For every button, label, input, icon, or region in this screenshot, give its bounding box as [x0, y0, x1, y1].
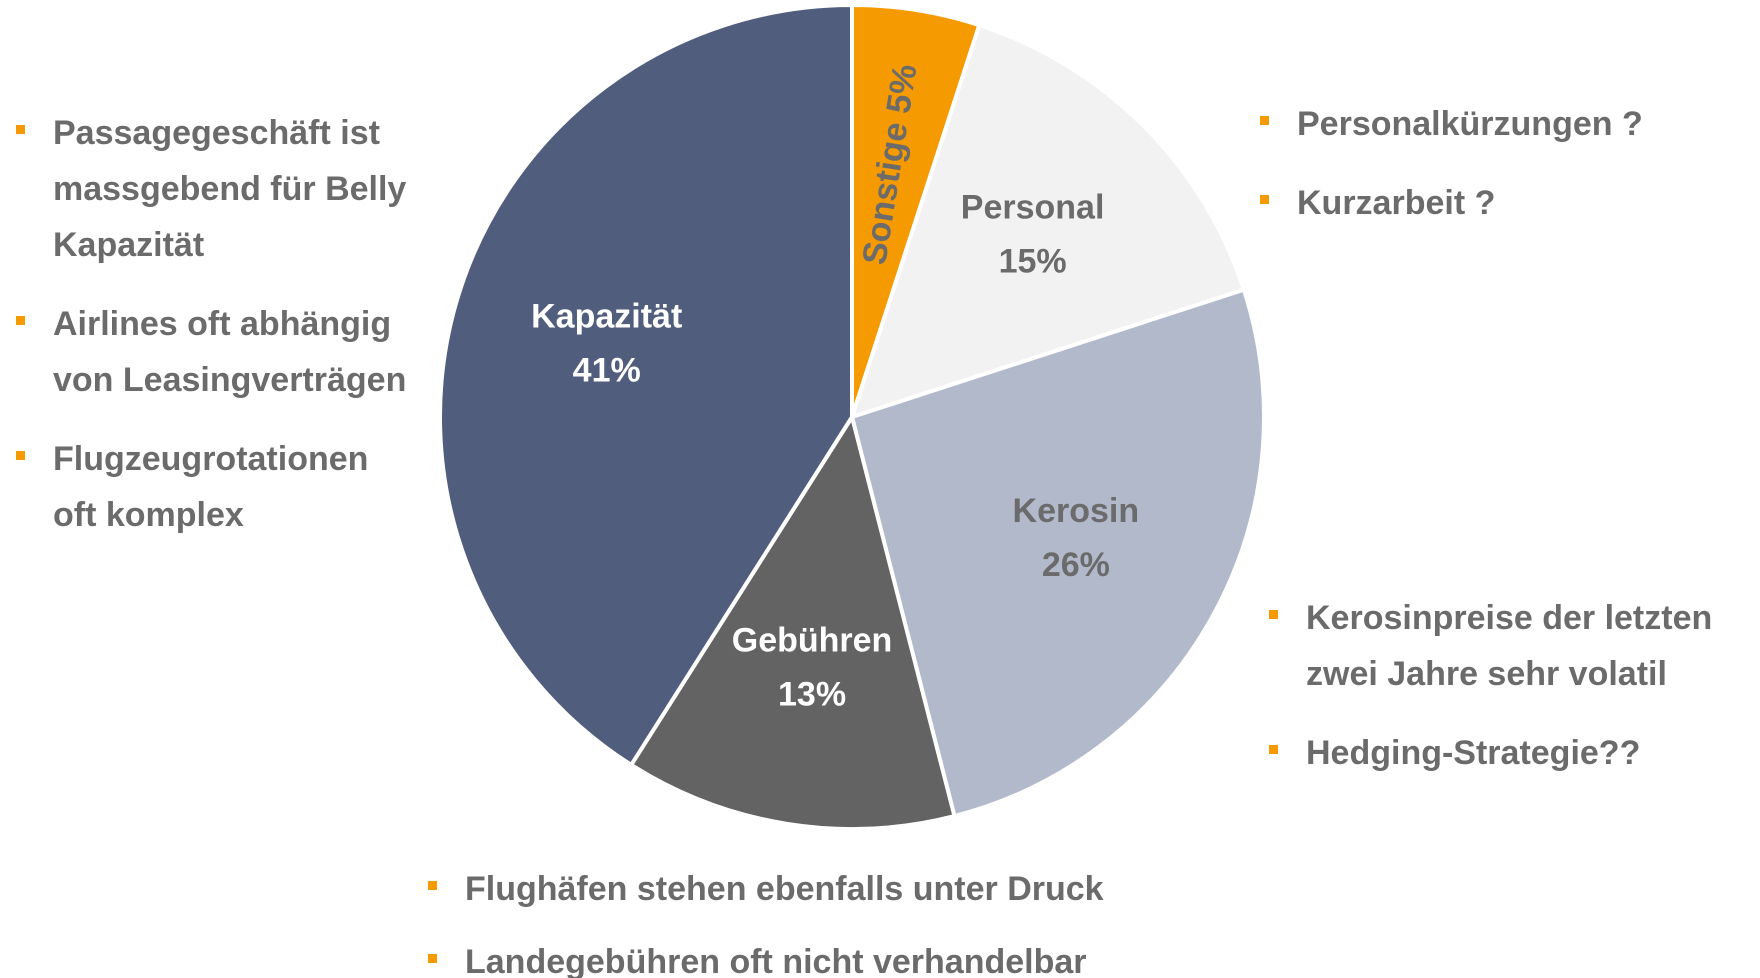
slice-category: Kapazität — [531, 298, 682, 336]
annotation-text: Hedging-Strategie?? — [1306, 734, 1640, 772]
annotation-text: Passagegeschäft ist — [53, 114, 380, 152]
annotation-text: zwei Jahre sehr volatil — [1306, 655, 1667, 693]
annotation-text: Kerosinpreise der letzten — [1306, 599, 1712, 637]
annotation-text: Personalkürzungen ? — [1297, 105, 1643, 143]
annotation-text: Flughäfen stehen ebenfalls unter Druck — [465, 870, 1104, 908]
bullet — [16, 451, 25, 460]
bullet — [16, 316, 25, 325]
pie-slice — [438, 2, 854, 768]
annotation-text: massgebend für Belly — [53, 170, 406, 208]
annotation-text: Landegebühren oft nicht verhandelbar — [465, 943, 1087, 978]
slice-value: 15% — [999, 242, 1067, 280]
slice-value: 41% — [573, 352, 641, 390]
pie-slice — [848, 22, 1247, 421]
bullet — [1269, 610, 1278, 619]
slice-value: 5% — [879, 62, 924, 116]
pie-slice — [628, 412, 957, 831]
annotation-text: Airlines oft abhängig — [53, 305, 391, 343]
annotation-text: Flugzeugrotationen — [53, 440, 368, 478]
bullet — [428, 954, 437, 963]
bullet — [16, 125, 25, 134]
bullet — [1260, 195, 1269, 204]
bullet — [1260, 116, 1269, 125]
annotation-text: oft komplex — [53, 496, 244, 534]
slice-value: 13% — [778, 675, 846, 713]
slice-value: 26% — [1042, 546, 1110, 584]
bullet — [1269, 745, 1278, 754]
slice-category: Gebühren — [732, 621, 893, 659]
annotation-text: von Leasingverträgen — [53, 361, 406, 399]
annotation-text: Kurzarbeit ? — [1297, 184, 1495, 222]
slice-category: Kerosin — [1013, 492, 1140, 530]
annotation-text: Kapazität — [53, 226, 204, 264]
slice-category: Personal — [961, 188, 1105, 226]
bullet — [428, 881, 437, 890]
pie-slice — [849, 287, 1266, 819]
